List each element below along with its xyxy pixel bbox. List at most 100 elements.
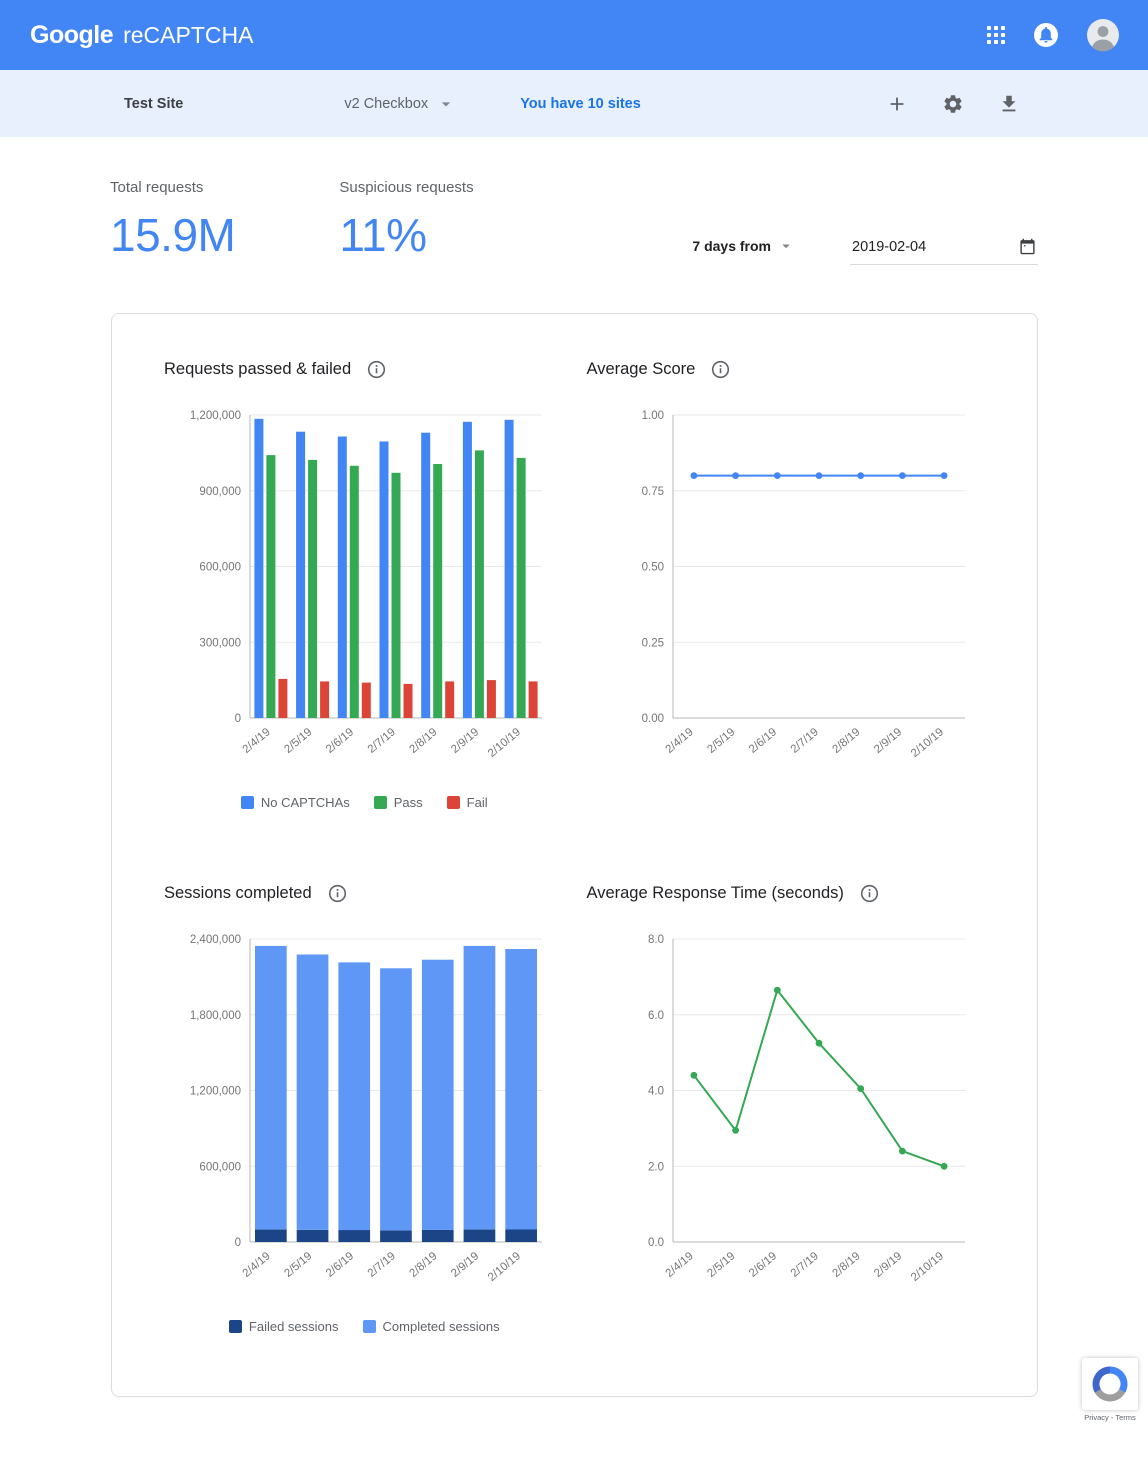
info-icon[interactable] <box>860 884 879 903</box>
svg-text:2/7/19: 2/7/19 <box>788 726 820 756</box>
recaptcha-badge[interactable]: Privacy - Terms <box>1080 1358 1140 1422</box>
total-requests-value: 15.9M <box>110 209 236 261</box>
svg-text:2/5/19: 2/5/19 <box>705 1250 737 1280</box>
period-dropdown[interactable]: 7 days from <box>692 237 795 265</box>
site-type-dropdown[interactable]: v2 Checkbox <box>338 93 462 115</box>
period-label: 7 days from <box>692 238 771 254</box>
average-score-line-chart: 0.00 0.25 0.50 0.75 1.00 2/4/19 2/5/19 2/6/19 2/… <box>641 410 965 760</box>
chart-legend: Failed sessions Completed sessions <box>164 1319 565 1334</box>
date-value: 2019-02-04 <box>852 238 927 255</box>
charts-card: Requests passed & failed 0 300,000 600,000… <box>111 313 1038 1397</box>
sessions-stacked-bar-chart: 0 600,000 1,200,000 1,800,000 2,400,000 2/4/1… <box>190 934 542 1284</box>
svg-text:0.50: 0.50 <box>641 562 663 574</box>
chevron-down-icon <box>782 244 790 249</box>
svg-text:2/6/19: 2/6/19 <box>746 1250 778 1280</box>
info-icon[interactable] <box>367 360 386 379</box>
legend-label: Pass <box>393 795 423 810</box>
google-logo: Google <box>30 20 114 49</box>
charts-grid: Requests passed & failed 0 300,000 600,000… <box>164 360 987 1334</box>
svg-text:300,000: 300,000 <box>199 637 241 649</box>
svg-text:2/10/19: 2/10/19 <box>486 726 523 760</box>
legend-item: Fail <box>446 795 488 810</box>
stats-section: Total requests 15.9M Suspicious requests… <box>0 137 1148 265</box>
svg-text:1.00: 1.00 <box>641 410 663 422</box>
svg-text:2/6/19: 2/6/19 <box>324 726 356 756</box>
app-header: Google reCAPTCHA <box>0 0 1148 70</box>
svg-text:600,000: 600,000 <box>199 1161 241 1173</box>
chart-title: Average Score <box>586 360 696 378</box>
svg-text:2/4/19: 2/4/19 <box>663 1250 695 1280</box>
total-requests-label: Total requests <box>110 179 204 196</box>
svg-text:0.00: 0.00 <box>641 713 663 725</box>
chevron-down-icon <box>442 101 451 106</box>
svg-text:2/4/19: 2/4/19 <box>663 726 695 756</box>
svg-text:2/5/19: 2/5/19 <box>282 1250 314 1280</box>
legend-label: Failed sessions <box>248 1319 339 1334</box>
calendar-icon <box>1020 238 1035 255</box>
svg-text:2/9/19: 2/9/19 <box>449 1250 481 1280</box>
svg-text:2/9/19: 2/9/19 <box>872 726 904 756</box>
svg-text:2/4/19: 2/4/19 <box>241 1250 273 1280</box>
info-icon[interactable] <box>711 360 730 379</box>
svg-text:2/8/19: 2/8/19 <box>407 1250 439 1280</box>
legend-swatch <box>240 796 254 809</box>
toolbar-actions <box>886 93 1020 115</box>
svg-text:0.25: 0.25 <box>641 637 663 649</box>
legend-swatch <box>362 1320 376 1333</box>
legend-label: No CAPTCHAs <box>260 795 350 810</box>
chart-requests-passed-failed: Requests passed & failed 0 300,000 600,000… <box>164 360 565 810</box>
svg-text:1,800,000: 1,800,000 <box>190 1010 241 1022</box>
legend-swatch <box>446 796 460 809</box>
apps-grid-icon[interactable] <box>986 25 1006 45</box>
legend-swatch <box>228 1320 242 1333</box>
total-requests-stat: Total requests 15.9M <box>110 179 236 262</box>
info-icon[interactable] <box>328 884 347 903</box>
svg-text:6.0: 6.0 <box>648 1010 664 1022</box>
legend-item: Completed sessions <box>362 1319 500 1334</box>
svg-text:2/6/19: 2/6/19 <box>324 1250 356 1280</box>
chart-title: Requests passed & failed <box>164 360 352 378</box>
svg-text:4.0: 4.0 <box>648 1086 664 1098</box>
svg-text:2/10/19: 2/10/19 <box>908 726 945 760</box>
download-icon[interactable] <box>998 93 1020 115</box>
legend-item: Pass <box>373 795 423 810</box>
settings-gear-icon[interactable] <box>942 93 964 115</box>
svg-text:2/8/19: 2/8/19 <box>830 1250 862 1280</box>
notifications-bell-icon[interactable] <box>1030 19 1062 51</box>
chart-legend: No CAPTCHAs Pass Fail <box>164 795 565 810</box>
svg-text:2/6/19: 2/6/19 <box>746 726 778 756</box>
svg-text:2/8/19: 2/8/19 <box>407 726 439 756</box>
svg-text:2/5/19: 2/5/19 <box>282 726 314 756</box>
svg-text:2/10/19: 2/10/19 <box>908 1250 945 1284</box>
svg-text:2.0: 2.0 <box>648 1161 664 1173</box>
add-site-icon[interactable] <box>886 93 908 115</box>
requests-bar-chart: 0 300,000 600,000 900,000 1,200,000 2/4/19 2/5… <box>190 410 542 760</box>
suspicious-requests-stat: Suspicious requests 11% <box>339 179 473 262</box>
svg-text:2,400,000: 2,400,000 <box>190 934 241 946</box>
legend-label: Fail <box>466 795 488 810</box>
chart-average-response-time: Average Response Time (seconds) 0.0 2.0 4.… <box>587 884 988 1334</box>
svg-text:8.0: 8.0 <box>648 934 664 946</box>
recaptcha-logo <box>1082 1358 1138 1410</box>
site-toolbar: Test Site v2 Checkbox You have 10 sites <box>0 70 1148 137</box>
avatar[interactable] <box>1086 18 1120 52</box>
svg-text:2/9/19: 2/9/19 <box>872 1250 904 1280</box>
svg-text:2/7/19: 2/7/19 <box>366 726 398 756</box>
svg-text:900,000: 900,000 <box>199 486 241 498</box>
svg-text:0.0: 0.0 <box>648 1237 664 1249</box>
svg-text:0: 0 <box>235 1237 241 1249</box>
privacy-terms-label[interactable]: Privacy - Terms <box>1084 1413 1136 1422</box>
site-type-label: v2 Checkbox <box>344 95 429 112</box>
svg-text:2/10/19: 2/10/19 <box>486 1250 523 1284</box>
date-picker[interactable]: 2019-02-04 <box>850 238 1038 265</box>
sites-count-link[interactable]: You have 10 sites <box>520 95 641 112</box>
response-time-line-chart: 0.0 2.0 4.0 6.0 8.0 2/4/19 2/5/19 2/6/19 2/7/19 2… <box>648 934 965 1284</box>
product-title: reCAPTCHA <box>123 21 254 48</box>
legend-item: No CAPTCHAs <box>240 795 350 810</box>
svg-text:1,200,000: 1,200,000 <box>190 410 241 422</box>
svg-text:0: 0 <box>235 713 241 725</box>
svg-text:2/9/19: 2/9/19 <box>449 726 481 756</box>
legend-swatch <box>373 796 387 809</box>
brand: Google reCAPTCHA <box>30 21 253 50</box>
legend-label: Completed sessions <box>382 1319 500 1334</box>
